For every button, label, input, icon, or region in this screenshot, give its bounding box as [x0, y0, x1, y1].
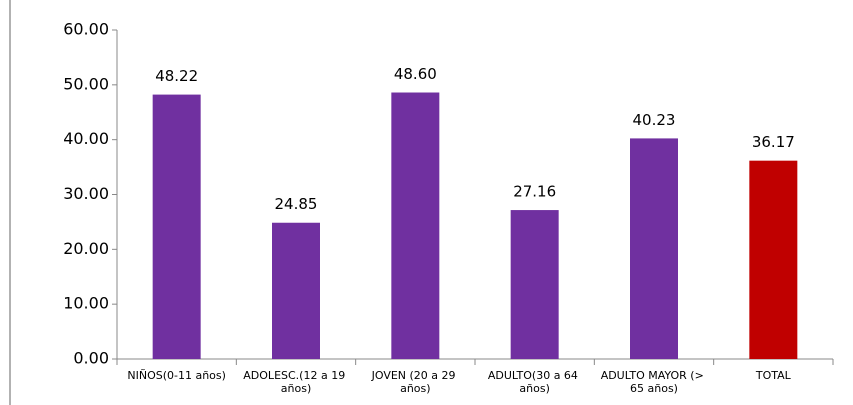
bar	[510, 210, 559, 359]
x-tick-label: TOTAL	[755, 369, 792, 382]
y-tick-label: 40.00	[63, 129, 109, 148]
y-tick-label: 30.00	[63, 184, 109, 203]
x-tick-label: ADULTO MAYOR (> 65 años)	[601, 369, 708, 395]
bar	[152, 94, 201, 360]
x-tick-label: JOVEN (20 a 29 años)	[371, 369, 459, 395]
y-tick-label: 10.00	[63, 294, 109, 313]
x-tick-label: NIÑOS(0-11 años)	[127, 369, 226, 382]
x-tick-label: ADULTO(30 a 64 años)	[488, 369, 582, 395]
data-label: 36.17	[752, 133, 795, 151]
bar	[272, 222, 320, 359]
y-tick-label: 20.00	[63, 239, 109, 258]
data-label: 24.85	[275, 195, 318, 213]
data-label: 48.60	[394, 65, 437, 83]
data-label: 40.23	[633, 111, 676, 129]
bar	[630, 138, 678, 359]
bar	[391, 92, 440, 359]
y-tick-label: 60.00	[63, 20, 109, 39]
data-label: 48.22	[155, 67, 198, 85]
y-tick-label: 50.00	[63, 74, 109, 93]
data-label: 27.16	[513, 183, 556, 201]
y-tick-label: 0.00	[73, 349, 109, 368]
x-tick-label: ADOLESC.(12 a 19 años)	[243, 369, 348, 395]
bar	[749, 160, 798, 359]
